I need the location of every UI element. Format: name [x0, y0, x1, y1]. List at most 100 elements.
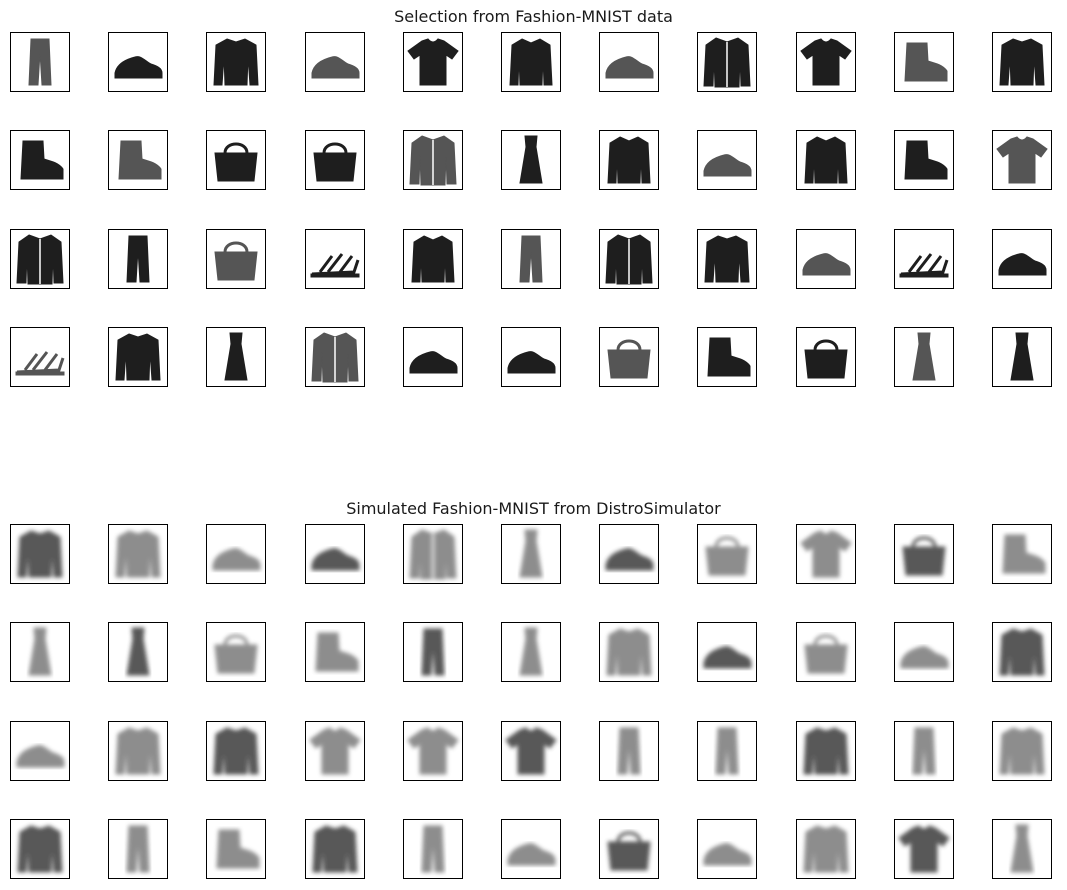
- real-thumbnail-pullover: [108, 327, 169, 388]
- sneaker-image: [409, 351, 458, 374]
- ankle-boot-image: [216, 829, 260, 869]
- real-thumbnail-sandal: [10, 327, 70, 388]
- trouser-image: [421, 825, 445, 873]
- real-thumbnail-tshirt: [795, 32, 856, 92]
- trouser-image: [126, 825, 150, 873]
- simulated-thumbnail-bag: [795, 622, 856, 683]
- coat-image: [409, 529, 457, 580]
- coat-image: [703, 37, 751, 88]
- real-thumbnail-bag: [206, 228, 267, 289]
- ankle-boot-image: [904, 140, 948, 180]
- real-thumbnail-coat: [402, 130, 463, 191]
- trouser-image: [126, 235, 150, 283]
- simulated-panel-title: Simulated Fashion-MNIST from DistroSimul…: [346, 499, 721, 518]
- sneaker-image: [998, 252, 1047, 276]
- real-thumbnail-sneaker: [402, 327, 463, 388]
- sandal-image: [310, 252, 360, 278]
- sneaker-image: [605, 56, 654, 79]
- pullover-image: [803, 825, 849, 873]
- real-thumbnail-ankle-boot: [697, 327, 758, 388]
- real-thumbnail-shirt: [599, 130, 660, 191]
- real-thumbnail-dress: [893, 327, 954, 388]
- simulated-thumbnail-sneaker: [10, 720, 70, 781]
- pullover-image: [115, 333, 161, 381]
- coat-image: [409, 135, 457, 186]
- dress-image: [28, 627, 52, 676]
- real-thumbnail-ankle-boot: [893, 130, 954, 191]
- simulated-thumbnail-pullover: [108, 524, 169, 584]
- real-thumbnail-dress: [992, 327, 1052, 388]
- real-thumbnail-pullover: [206, 32, 267, 92]
- simulated-thumbnail-bag: [893, 524, 954, 584]
- real-thumbnail-ankle-boot: [10, 130, 70, 191]
- trouser-image: [421, 628, 445, 676]
- coat-image: [605, 234, 653, 285]
- pullover-image: [213, 38, 259, 86]
- pullover-image: [17, 825, 63, 873]
- dress-image: [519, 627, 543, 676]
- real-thumbnail-sneaker: [795, 228, 856, 289]
- simulated-thumbnail-bag: [599, 819, 660, 880]
- shirt-image: [509, 38, 553, 86]
- simulated-thumbnail-sneaker: [501, 819, 561, 880]
- simulated-thumbnail-pullover: [10, 524, 70, 584]
- dress-image: [912, 332, 936, 381]
- dress-image: [224, 332, 248, 381]
- real-thumbnail-coat: [304, 327, 365, 388]
- simulated-thumbnail-bag: [206, 622, 267, 683]
- sneaker-image: [900, 646, 949, 669]
- sneaker-image: [311, 548, 360, 571]
- real-image-grid: [0, 0, 1067, 400]
- ankle-boot-image: [315, 632, 359, 672]
- real-thumbnail-sneaker: [108, 32, 169, 92]
- pullover-image: [115, 727, 161, 775]
- real-thumbnail-dress: [501, 130, 561, 191]
- pullover-image: [999, 628, 1045, 676]
- pullover-image: [803, 727, 849, 775]
- trouser-image: [912, 727, 936, 775]
- real-thumbnail-bag: [599, 327, 660, 388]
- real-thumbnail-sandal: [893, 228, 954, 289]
- real-thumbnail-trouser: [108, 228, 169, 289]
- simulated-thumbnail-sneaker: [304, 524, 365, 584]
- tshirt-image: [898, 825, 950, 873]
- sneaker-image: [507, 351, 556, 374]
- simulated-thumbnail-tshirt: [304, 720, 365, 781]
- real-thumbnail-pullover: [992, 32, 1052, 92]
- simulated-thumbnail-pullover: [304, 819, 365, 880]
- sneaker-image: [802, 252, 851, 276]
- real-thumbnail-trouser: [501, 228, 561, 289]
- dress-image: [519, 135, 543, 184]
- simulated-thumbnail-sneaker: [697, 622, 758, 683]
- shirt-image: [607, 136, 651, 184]
- simulated-thumbnail-ankle-boot: [304, 622, 365, 683]
- trouser-image: [715, 727, 739, 775]
- real-thumbnail-coat: [697, 32, 758, 92]
- simulated-thumbnail-pullover: [992, 720, 1052, 781]
- real-thumbnail-coat: [10, 228, 70, 289]
- simulated-thumbnail-trouser: [893, 720, 954, 781]
- simulated-thumbnail-ankle-boot: [206, 819, 267, 880]
- dress-image: [519, 529, 543, 578]
- sneaker-image: [703, 843, 752, 866]
- ankle-boot-image: [904, 42, 948, 82]
- sneaker-image: [311, 56, 360, 79]
- dress-image: [1010, 824, 1034, 873]
- trouser-image: [519, 235, 543, 283]
- simulated-thumbnail-pullover: [206, 720, 267, 781]
- real-thumbnail-tshirt: [402, 32, 463, 92]
- sneaker-image: [16, 744, 65, 768]
- simulated-thumbnail-trouser: [697, 720, 758, 781]
- sneaker-image: [605, 548, 654, 571]
- dress-image: [126, 627, 150, 676]
- real-thumbnail-dress: [206, 327, 267, 388]
- simulated-thumbnail-trouser: [402, 819, 463, 880]
- simulated-thumbnail-dress: [10, 622, 70, 683]
- pullover-image: [704, 235, 750, 283]
- sneaker-image: [703, 646, 752, 669]
- real-thumbnail-sneaker: [501, 327, 561, 388]
- ankle-boot-image: [707, 337, 751, 377]
- simulated-thumbnail-tshirt: [501, 720, 561, 781]
- tshirt-image: [505, 727, 557, 775]
